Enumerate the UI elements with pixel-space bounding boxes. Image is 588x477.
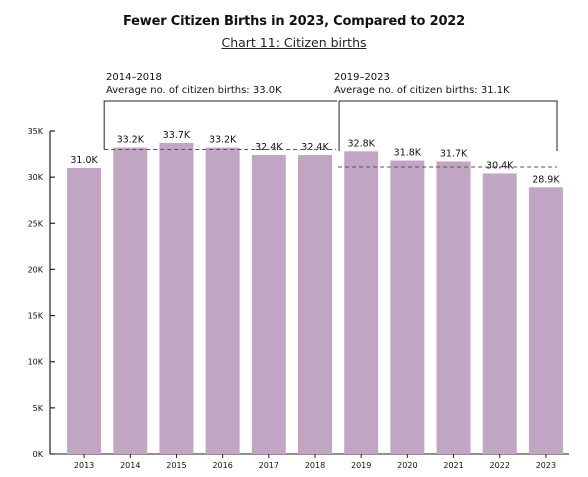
bar — [344, 151, 379, 454]
bar — [67, 167, 102, 454]
x-tick-label: 2017 — [259, 461, 279, 470]
annotation-2014-2018: 2014–2018 Average no. of citizen births:… — [106, 71, 282, 97]
annotation-average-2014-2018: Average no. of citizen births: 33.0K — [106, 85, 282, 96]
average-bracket-2019-2023 — [338, 100, 558, 151]
x-tick-label: 2018 — [305, 461, 325, 470]
bar — [482, 173, 517, 455]
x-tick-label: 2021 — [443, 461, 463, 470]
data-label: 32.8K — [347, 138, 375, 149]
annotation-period-2019-2023: 2019–2023 — [334, 72, 390, 83]
y-tick-label: 15K — [28, 312, 44, 321]
bar — [528, 187, 563, 454]
x-tick-label: 2014 — [120, 461, 140, 470]
chart-title: Fewer Citizen Births in 2023, Compared t… — [123, 14, 465, 29]
x-tick-label: 2015 — [166, 461, 186, 470]
data-label: 31.7K — [440, 148, 468, 159]
data-label: 31.0K — [70, 155, 98, 166]
y-tick-label: 5K — [33, 404, 44, 413]
bar — [298, 154, 332, 454]
x-tick-label: 2019 — [351, 461, 371, 470]
annotation-2019-2023: 2019–2023 Average no. of citizen births:… — [334, 71, 510, 97]
x-tick-label: 2020 — [397, 461, 417, 470]
data-label: 33.2K — [209, 135, 237, 146]
data-label: 33.7K — [163, 130, 191, 141]
annotation-average-2019-2023: Average no. of citizen births: 31.1K — [334, 85, 510, 96]
bar — [159, 142, 194, 455]
data-label: 32.4K — [301, 142, 329, 153]
y-tick-label: 25K — [28, 219, 44, 228]
data-label: 28.9K — [532, 174, 560, 185]
bar — [113, 147, 148, 454]
x-tick-label: 2023 — [536, 461, 556, 470]
bar — [436, 161, 471, 454]
annotation-period-2014-2018: 2014–2018 — [106, 72, 162, 83]
x-tick-label: 2016 — [212, 461, 232, 470]
average-bracket-2014-2018 — [103, 100, 338, 150]
x-tick-label: 2022 — [490, 461, 510, 470]
x-tick-label: 2013 — [74, 461, 94, 470]
data-label: 30.4K — [486, 160, 514, 171]
bar — [390, 160, 425, 454]
data-label: 32.4K — [255, 142, 283, 153]
y-tick-label: 20K — [28, 265, 44, 274]
y-tick-label: 30K — [28, 173, 44, 182]
data-label: 31.8K — [394, 148, 422, 159]
y-tick-label: 0K — [33, 450, 44, 459]
bar — [205, 147, 240, 454]
y-tick-label: 10K — [28, 358, 44, 367]
y-tick-label: 35K — [28, 127, 44, 136]
chart-subtitle: Chart 11: Citizen births — [221, 35, 367, 50]
bar — [251, 154, 286, 454]
data-label: 33.2K — [117, 135, 145, 146]
